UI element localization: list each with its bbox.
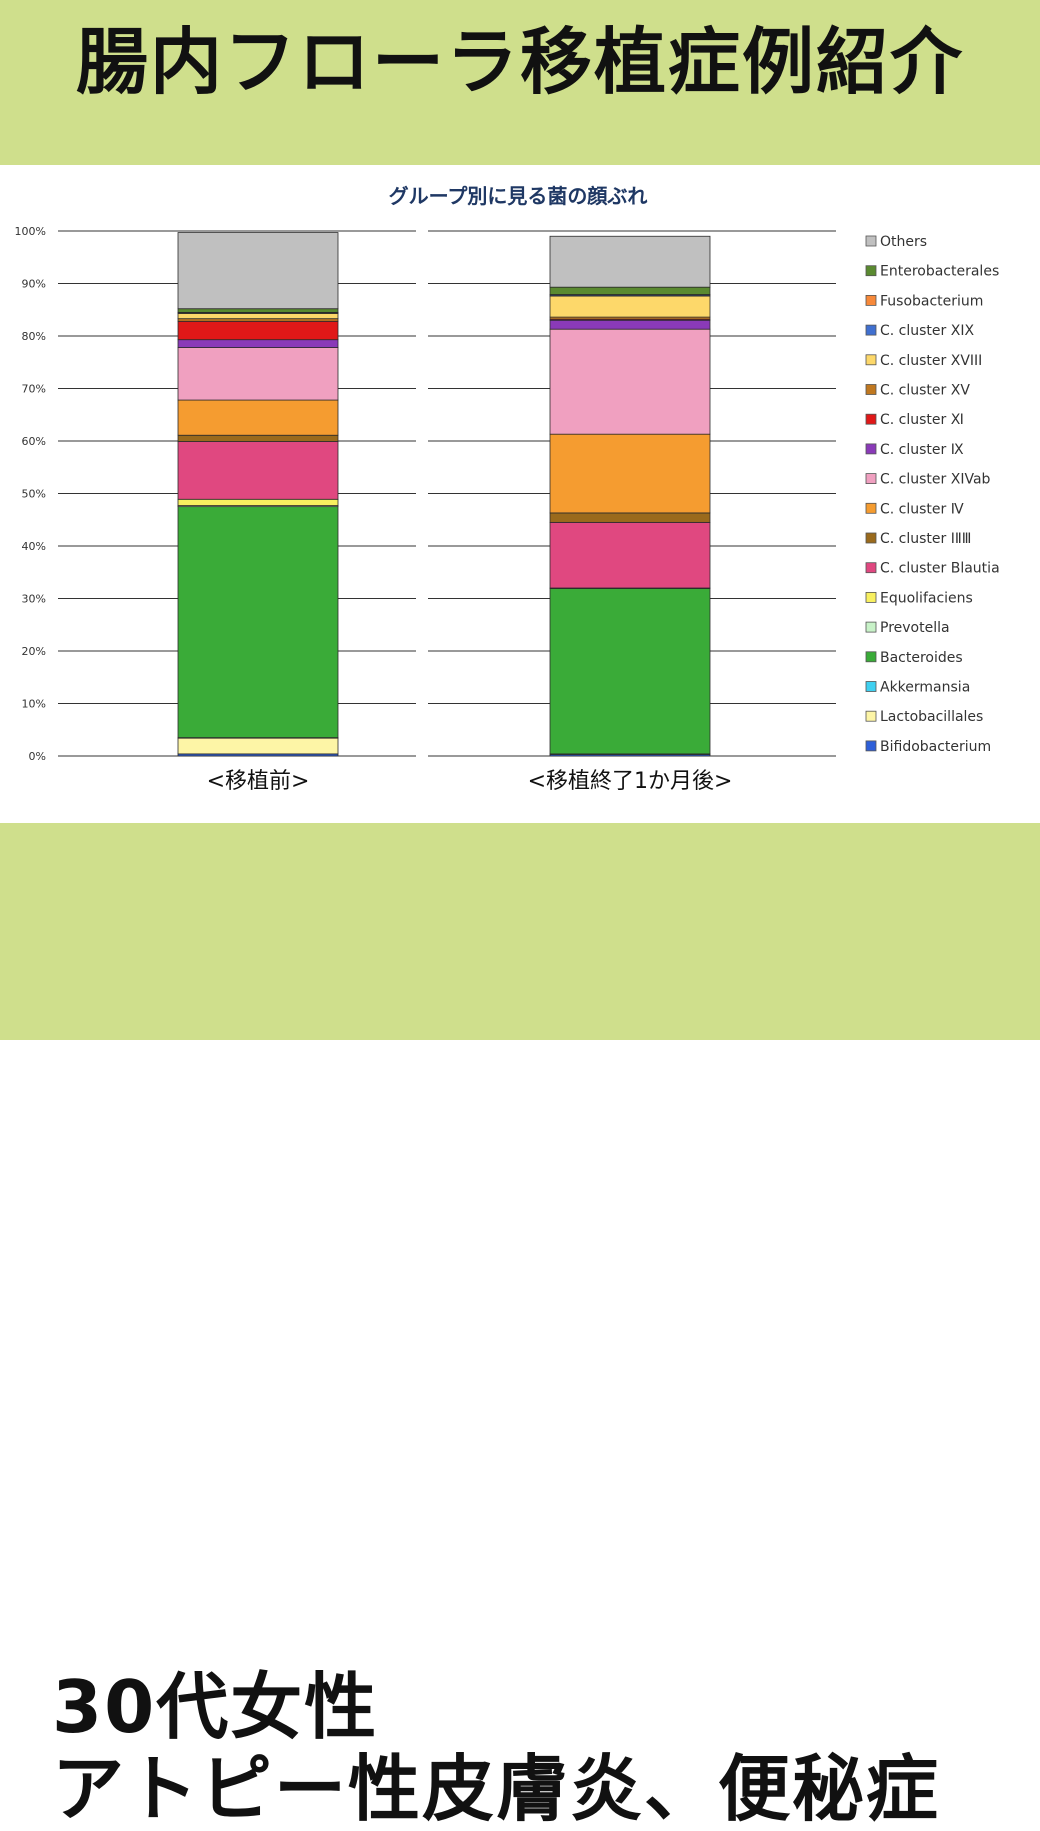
legend: Others Enterobacterales Fusobacterium C. cl…	[865, 234, 1000, 755]
page-title: 腸内フローラ移植症例紹介	[75, 20, 964, 104]
legend-swatch	[865, 621, 877, 633]
bar-segment	[549, 319, 711, 330]
legend-swatch	[865, 651, 877, 663]
legend-label: C. cluster Ⅺ	[880, 412, 964, 428]
legend-label: C. cluster Ⅳ	[880, 501, 964, 517]
bar-segment	[177, 737, 339, 755]
patient-condition: アトピー性皮膚炎、便秘症	[51, 1747, 941, 1831]
y-tick-label: 70%	[22, 383, 46, 396]
legend-swatch	[865, 443, 877, 455]
bar-segment	[549, 588, 711, 755]
y-tick-label: 20%	[22, 645, 46, 658]
y-tick-label: 80%	[22, 330, 46, 343]
legend-label: C. cluster XIVab	[880, 472, 991, 488]
bar-segment	[177, 498, 339, 506]
gridlines	[58, 230, 836, 757]
legend-label: C. cluster Ⅸ	[880, 442, 964, 458]
legend-label: Bacteroides	[880, 650, 963, 666]
bar-segment	[177, 434, 339, 442]
bars	[177, 232, 711, 757]
footer-band: 30代女性 アトピー性皮膚炎、便秘症	[0, 823, 1040, 1826]
header-band: 腸内フローラ移植症例紹介	[0, 0, 1040, 165]
bar-segment	[549, 512, 711, 523]
legend-swatch	[865, 384, 877, 395]
y-tick-label: 100%	[15, 225, 46, 238]
legend-label: C. cluster XIX	[880, 323, 974, 339]
legend-label: Prevotella	[880, 620, 950, 636]
legend-label: Fusobacterium	[880, 293, 983, 309]
bar-segment	[549, 235, 711, 288]
legend-label: C. cluster XV	[880, 383, 970, 399]
y-tick-label: 50%	[22, 488, 46, 501]
legend-label: Lactobacillales	[880, 709, 983, 725]
category-label: <移植前>	[207, 769, 310, 794]
legend-label: Equolifaciens	[880, 590, 973, 606]
bar-segment	[549, 295, 711, 318]
legend-swatch	[865, 532, 877, 544]
chart-title: グループ別に見る菌の顔ぶれ	[389, 184, 648, 208]
legend-label: Akkermansia	[880, 680, 970, 696]
legend-swatch	[865, 324, 877, 336]
bar-segment	[549, 433, 711, 514]
bar-segment	[177, 399, 339, 436]
bar-segment	[177, 308, 339, 313]
x-axis: <移植前> <移植終了1か月後>	[207, 769, 733, 794]
bar-segment	[177, 320, 339, 341]
legend-label: C. cluster XVIII	[880, 353, 982, 369]
legend-swatch	[865, 235, 877, 247]
legend-label: C. cluster ⅠⅡⅢ	[880, 531, 971, 547]
y-axis: 0% 10% 20% 30% 40% 50% 60% 70% 80% 90% 100%	[15, 225, 46, 763]
bar-segment	[549, 521, 711, 589]
category-label: <移植終了1か月後>	[528, 769, 733, 794]
legend-swatch	[865, 294, 877, 306]
bar-segment	[177, 506, 339, 739]
bar-segment	[177, 232, 339, 310]
legend-swatch	[865, 740, 877, 752]
legend-label: Others	[880, 234, 927, 250]
patient-profile: 30代女性	[51, 1665, 379, 1749]
legend-swatch	[865, 591, 877, 603]
legend-swatch	[865, 265, 877, 277]
bar-segment	[177, 313, 339, 320]
bar-segment	[177, 339, 339, 348]
legend-swatch	[865, 413, 877, 425]
legend-swatch	[865, 354, 877, 366]
legend-swatch	[865, 681, 877, 692]
stacked-bar-chart: グループ別に見る菌の顔ぶれ 0% 10% 20% 30% 40% 50% 60% 70% 80%…	[15, 184, 1000, 794]
legend-swatch	[865, 502, 877, 514]
bar-segment	[177, 347, 339, 401]
legend-swatch	[865, 710, 877, 722]
legend-swatch	[865, 473, 877, 485]
legend-swatch	[865, 562, 877, 574]
legend-label: Enterobacterales	[880, 264, 999, 280]
y-tick-label: 10%	[22, 698, 46, 711]
y-tick-label: 40%	[22, 540, 46, 553]
y-tick-label: 0%	[29, 750, 46, 763]
y-tick-label: 90%	[22, 278, 46, 291]
chart-area: グループ別に見る菌の顔ぶれ 0% 10% 20% 30% 40% 50% 60% 70% 80%…	[0, 165, 1040, 970]
y-tick-label: 60%	[22, 435, 46, 448]
legend-label: C. cluster Blautia	[880, 561, 1000, 577]
bar-segment	[549, 286, 711, 295]
bar-segment	[549, 328, 711, 435]
bar-segment	[177, 441, 339, 500]
y-tick-label: 30%	[22, 593, 46, 606]
legend-label: Bifidobacterium	[880, 739, 991, 755]
